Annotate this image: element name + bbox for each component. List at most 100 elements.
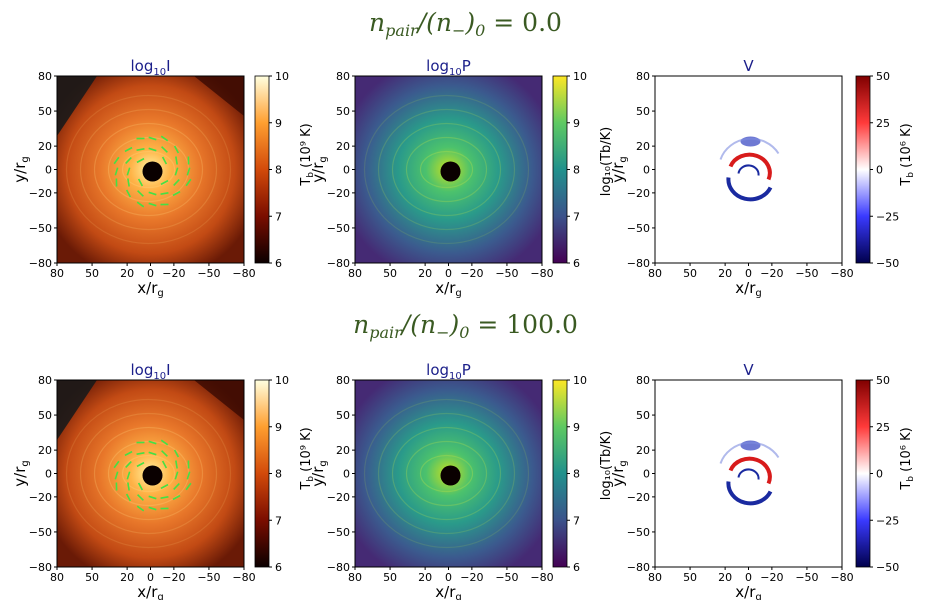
polarization-tick [148,440,157,445]
disk-ring [405,440,488,507]
x-axis-label: x/rg [137,583,163,600]
polarization-tick [173,449,180,458]
polarization-tick [137,178,144,187]
x-tick-label: 0 [745,571,752,584]
polarization-tick [137,190,144,197]
x-tick-label: 0 [445,571,452,584]
y-tick-label: 0 [643,468,650,481]
colorbar [855,379,871,568]
dark-corner [194,76,244,116]
polarization-tick [175,460,178,469]
panel-title: log10P [426,57,471,78]
colorbar-tick-label: −50 [876,257,899,270]
y-tick-label: −20 [327,491,350,504]
y-tick-label: 80 [38,70,52,83]
colorbar-tick-label: 6 [573,257,580,270]
colorbar-label: Tb (10⁶ K) [899,123,916,186]
polarization-tick [136,452,145,455]
polarization-tick [136,157,145,164]
x-tick-label: 80 [648,571,662,584]
y-tick-label: 0 [45,468,52,481]
colorbar-tick-label: 9 [573,117,580,130]
y-tick-label: 80 [336,374,350,387]
polarization-tick [175,156,178,165]
polarization-tick [124,450,133,457]
colorbar-tick-label: 10 [275,374,289,387]
y-tick-label: 80 [336,70,350,83]
y-tick-label: −50 [627,222,650,235]
polarization-tick [148,506,157,511]
y-tick-label: 20 [636,140,650,153]
colorbar [855,75,871,264]
colorbar-tick-label: 6 [573,561,580,574]
polarization-tick [114,471,119,480]
y-tick-label: −80 [627,257,650,270]
x-axis-label: x/rg [435,583,461,600]
colorbar [552,75,568,264]
polarization-tick [172,494,181,501]
x-tick-label: −80 [232,571,255,584]
x-tick-label: −20 [460,267,483,280]
colorbar-tick-label: 7 [573,210,580,223]
inner-arc [737,164,760,176]
row-title-1: npair/(n−)0 = 100.0 [353,310,578,342]
polarization-tick [173,179,180,186]
polarization-tick [137,494,144,501]
x-tick-label: 50 [683,267,697,280]
polarization-tick [125,493,132,502]
x-tick-label: 20 [120,267,134,280]
x-tick-label: −50 [197,571,220,584]
x-tick-label: −80 [232,267,255,280]
colorbar-tick-label: 8 [275,164,282,177]
x-axis-label: x/rg [137,279,163,299]
disk-ring [363,398,530,549]
polarization-tick [185,178,192,187]
panel-r0-c2: V80 50 20 0 −20 −50 −808050200−20−50−80x/rgy/r… [609,57,916,299]
polarization-tick [185,482,192,491]
disk-ring [377,108,516,231]
y-axis-label: y/rg [11,460,31,486]
y-tick-label: −20 [627,187,650,200]
colorbar-tick-label: 10 [573,374,587,387]
polarization-tick [114,167,119,176]
x-tick-label: −50 [495,571,518,584]
colorbar-tick-label: 9 [275,421,282,434]
colorbar [254,75,270,264]
x-tick-label: 80 [348,571,362,584]
colorbar-tick-label: −25 [876,514,899,527]
y-tick-label: 50 [336,105,350,118]
y-tick-label: 0 [643,164,650,177]
y-axis-label: y/rg [609,156,629,182]
y-tick-label: −50 [327,222,350,235]
x-tick-label: −50 [795,267,818,280]
polarization-tick [161,450,168,457]
y-axis-label: y/rg [609,460,629,486]
polarization-tick [148,495,157,500]
polarization-tick [136,461,145,468]
blue-wisp [719,441,780,464]
polarization-tick [125,157,132,164]
disk-ring [419,150,474,189]
x-tick-label: 80 [50,267,64,280]
y-tick-label: 20 [38,444,52,457]
x-tick-label: 50 [85,571,99,584]
y-tick-label: −80 [327,561,350,574]
colorbar-tick-label: 7 [573,514,580,527]
x-tick-label: 80 [648,267,662,280]
colorbar [552,379,568,568]
y-tick-label: −50 [327,526,350,539]
disk-ring [93,426,204,521]
polarization-tick [136,148,145,151]
y-tick-label: 50 [38,409,52,422]
disk-ring [377,412,516,535]
y-tick-label: 20 [336,140,350,153]
y-tick-label: −80 [327,257,350,270]
panel-title: log10I [130,361,170,382]
x-tick-label: 0 [445,267,452,280]
colorbar-tick-label: 8 [573,164,580,177]
colorbar-tick-label: 50 [876,374,890,387]
polarization-tick [127,482,130,491]
colorbar-tick-label: 7 [275,514,282,527]
